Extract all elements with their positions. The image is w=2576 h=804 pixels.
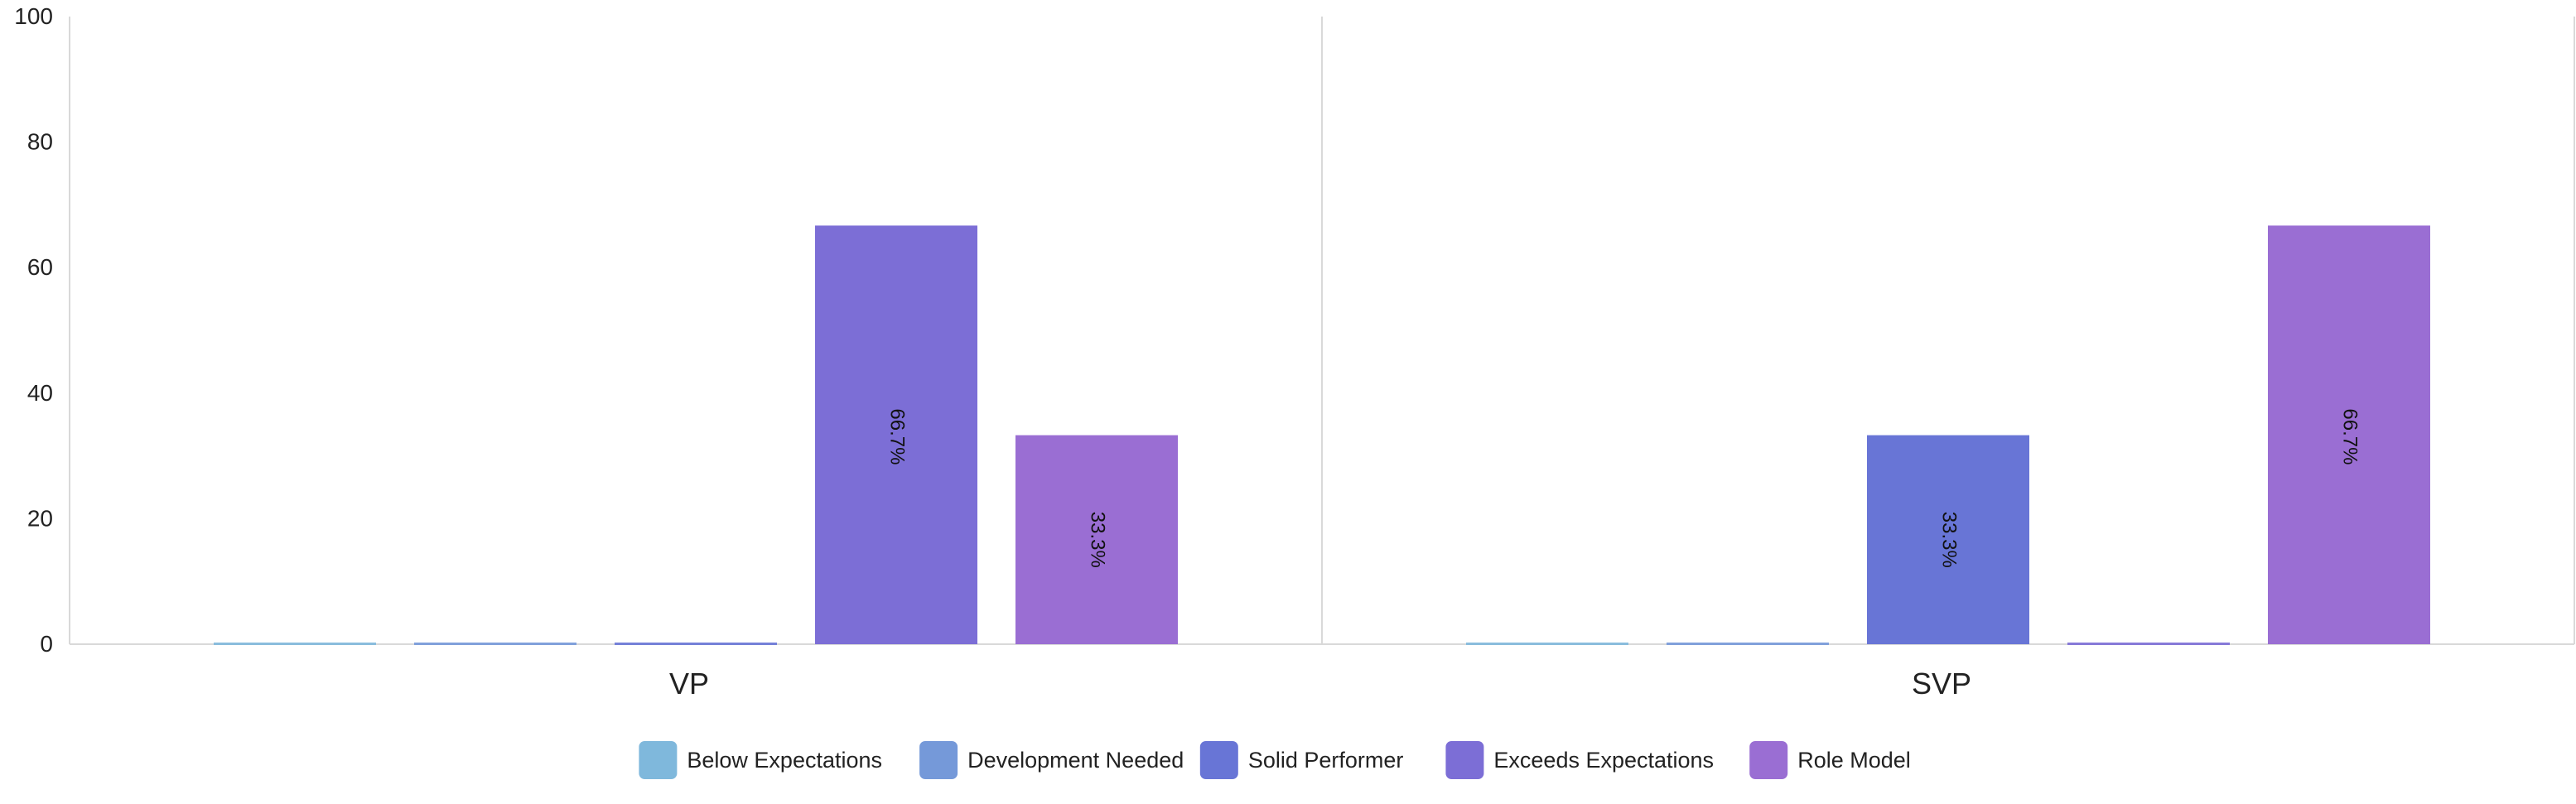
y-tick-label: 20	[27, 505, 53, 531]
bar[interactable]	[414, 643, 576, 645]
legend-item[interactable]: Solid Performer	[1199, 741, 1404, 779]
y-tick-label: 40	[27, 380, 53, 406]
bar[interactable]	[2268, 225, 2430, 644]
y-axis: 0 20 40 60 80 100	[14, 3, 53, 657]
bar[interactable]	[2067, 643, 2230, 645]
legend-item[interactable]: Below Expectations	[639, 741, 882, 779]
x-axis: VP SVP	[669, 667, 1971, 700]
y-tick-label: 80	[27, 129, 53, 155]
bar[interactable]	[1015, 435, 1178, 644]
legend-swatch	[919, 741, 958, 779]
legend-item[interactable]: Exceeds Expectations	[1445, 741, 1714, 779]
legend-label: Exceeds Expectations	[1493, 748, 1714, 773]
bar[interactable]	[1667, 643, 1829, 645]
legend-swatch	[1445, 741, 1484, 779]
data-label: 66.7%	[886, 408, 909, 465]
legend-item[interactable]: Role Model	[1749, 741, 1911, 779]
bar[interactable]	[815, 225, 977, 644]
bar[interactable]	[615, 643, 777, 645]
legend-label: Role Model	[1797, 748, 1911, 773]
bars: 66.7% 33.3% 33.3% 66.7%	[214, 225, 2430, 645]
data-label: 33.3%	[1087, 512, 1109, 568]
legend-label: Below Expectations	[687, 748, 882, 773]
legend-label: Solid Performer	[1248, 748, 1404, 773]
y-tick-label: 60	[27, 254, 53, 280]
data-label: 33.3%	[1938, 512, 1961, 568]
legend-label: Development Needed	[967, 748, 1184, 773]
data-label: 66.7%	[2339, 408, 2361, 465]
legend-item[interactable]: Development Needed	[919, 741, 1184, 779]
category-label: SVP	[1912, 667, 1971, 700]
bar[interactable]	[214, 643, 376, 645]
bar[interactable]	[1867, 435, 2029, 644]
legend-swatch	[1199, 741, 1238, 779]
bar[interactable]	[1466, 643, 1628, 645]
legend: Below Expectations Development Needed Soli…	[639, 741, 1911, 779]
y-tick-label: 0	[40, 631, 53, 657]
y-tick-label: 100	[14, 3, 53, 29]
legend-swatch	[639, 741, 678, 779]
category-label: VP	[669, 667, 709, 700]
legend-swatch	[1749, 741, 1788, 779]
